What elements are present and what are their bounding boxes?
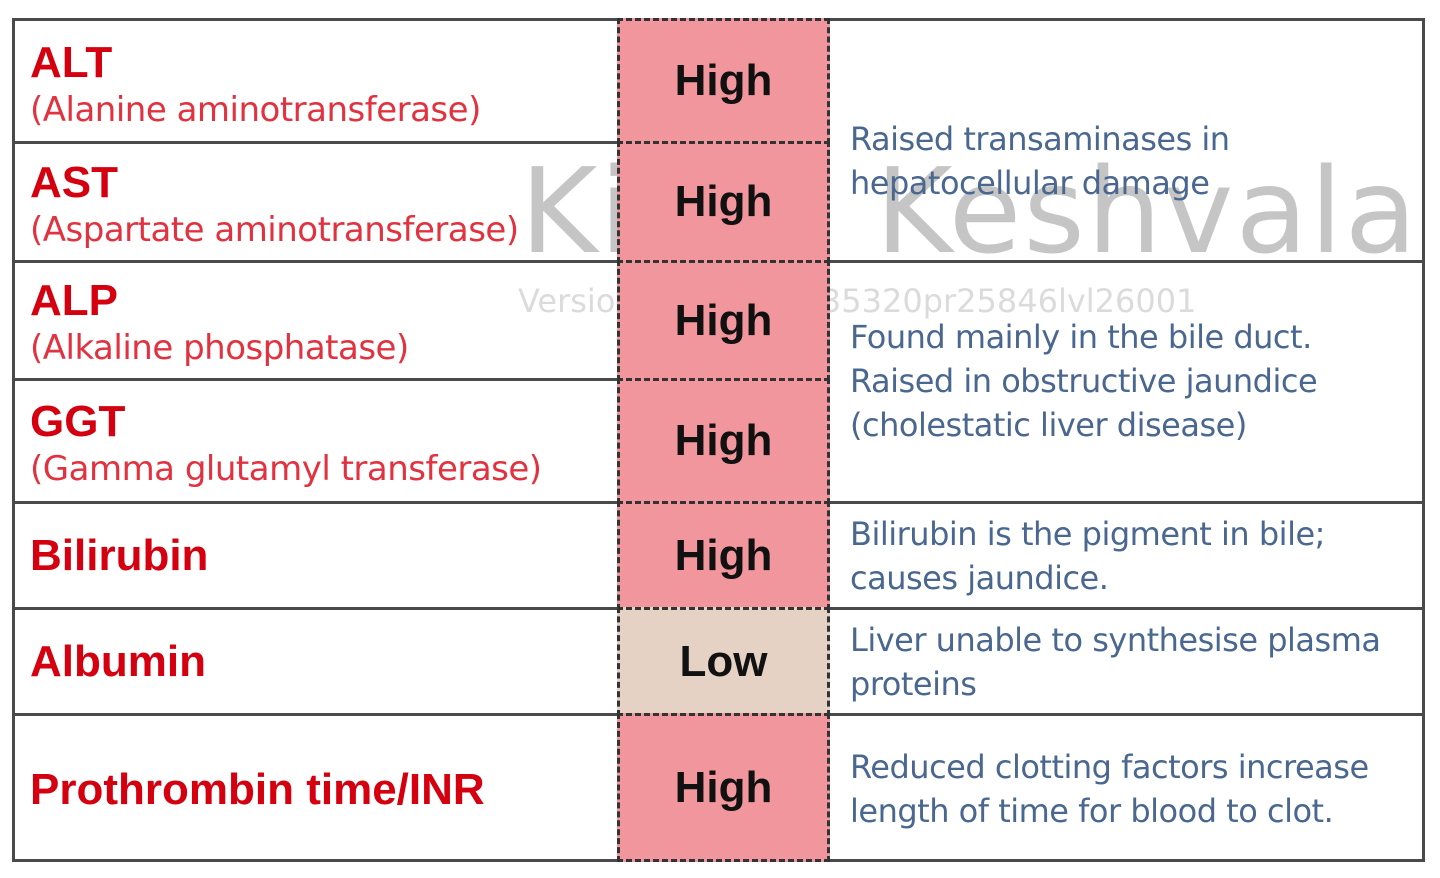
- explanation-text: Found mainly in the bile duct. Raised in…: [850, 318, 1318, 444]
- row-divider: [830, 713, 1425, 716]
- test-cell-prothrombin: Prothrombin time/INR: [30, 716, 615, 864]
- test-name: Bilirubin: [30, 531, 209, 580]
- explanation-text: Liver unable to synthesise plasma protei…: [850, 621, 1381, 703]
- row-divider: [830, 501, 1425, 504]
- status-badge-ggt: High: [617, 378, 830, 504]
- explanation-albumin: Liver unable to synthesise plasma protei…: [850, 610, 1420, 714]
- row-divider: [830, 260, 1425, 263]
- test-name: ALP: [30, 276, 118, 325]
- row-divider: [830, 607, 1425, 610]
- status-badge-albumin: Low: [617, 607, 830, 716]
- status-badge-ast: High: [617, 141, 830, 263]
- row-divider: [12, 141, 617, 144]
- explanation-text: Bilirubin is the pigment in bile; causes…: [850, 515, 1325, 597]
- row-divider: [12, 501, 617, 504]
- test-name: Albumin: [30, 637, 206, 686]
- explanation-text: Reduced clotting factors increase length…: [850, 748, 1369, 830]
- test-full-name: (Aspartate aminotransferase): [30, 210, 519, 250]
- status-badge-bilirubin: High: [617, 501, 830, 610]
- explanation-cholestatic: Found mainly in the bile duct. Raised in…: [850, 263, 1420, 501]
- test-cell-ggt: GGT (Gamma glutamyl transferase): [30, 388, 615, 500]
- test-name: ALT: [30, 38, 113, 87]
- test-cell-ast: AST (Aspartate aminotransferase): [30, 150, 615, 260]
- explanation-transaminases: Raised transaminases in hepatocellular d…: [850, 22, 1420, 260]
- explanation-text: Raised transaminases in hepatocellular d…: [850, 120, 1230, 202]
- status-badge-alt: High: [617, 18, 830, 144]
- test-cell-albumin: Albumin: [30, 610, 615, 714]
- test-full-name: (Gamma glutamyl transferase): [30, 449, 542, 489]
- test-cell-bilirubin: Bilirubin: [30, 504, 615, 608]
- row-divider: [12, 378, 617, 381]
- row-divider: [12, 607, 617, 610]
- explanation-prothrombin: Reduced clotting factors increase length…: [850, 716, 1420, 862]
- test-name: AST: [30, 158, 118, 207]
- status-badge-prothrombin: High: [617, 713, 830, 862]
- row-divider: [12, 260, 617, 263]
- status-badge-alp: High: [617, 260, 830, 381]
- test-cell-alp: ALP (Alkaline phosphatase): [30, 268, 615, 378]
- row-divider: [12, 713, 617, 716]
- test-full-name: (Alanine aminotransferase): [30, 90, 481, 130]
- test-name: Prothrombin time/INR: [30, 765, 485, 814]
- explanation-bilirubin: Bilirubin is the pigment in bile; causes…: [850, 504, 1420, 608]
- test-full-name: (Alkaline phosphatase): [30, 328, 409, 368]
- test-name: GGT: [30, 397, 126, 446]
- test-cell-alt: ALT (Alanine aminotransferase): [30, 30, 615, 140]
